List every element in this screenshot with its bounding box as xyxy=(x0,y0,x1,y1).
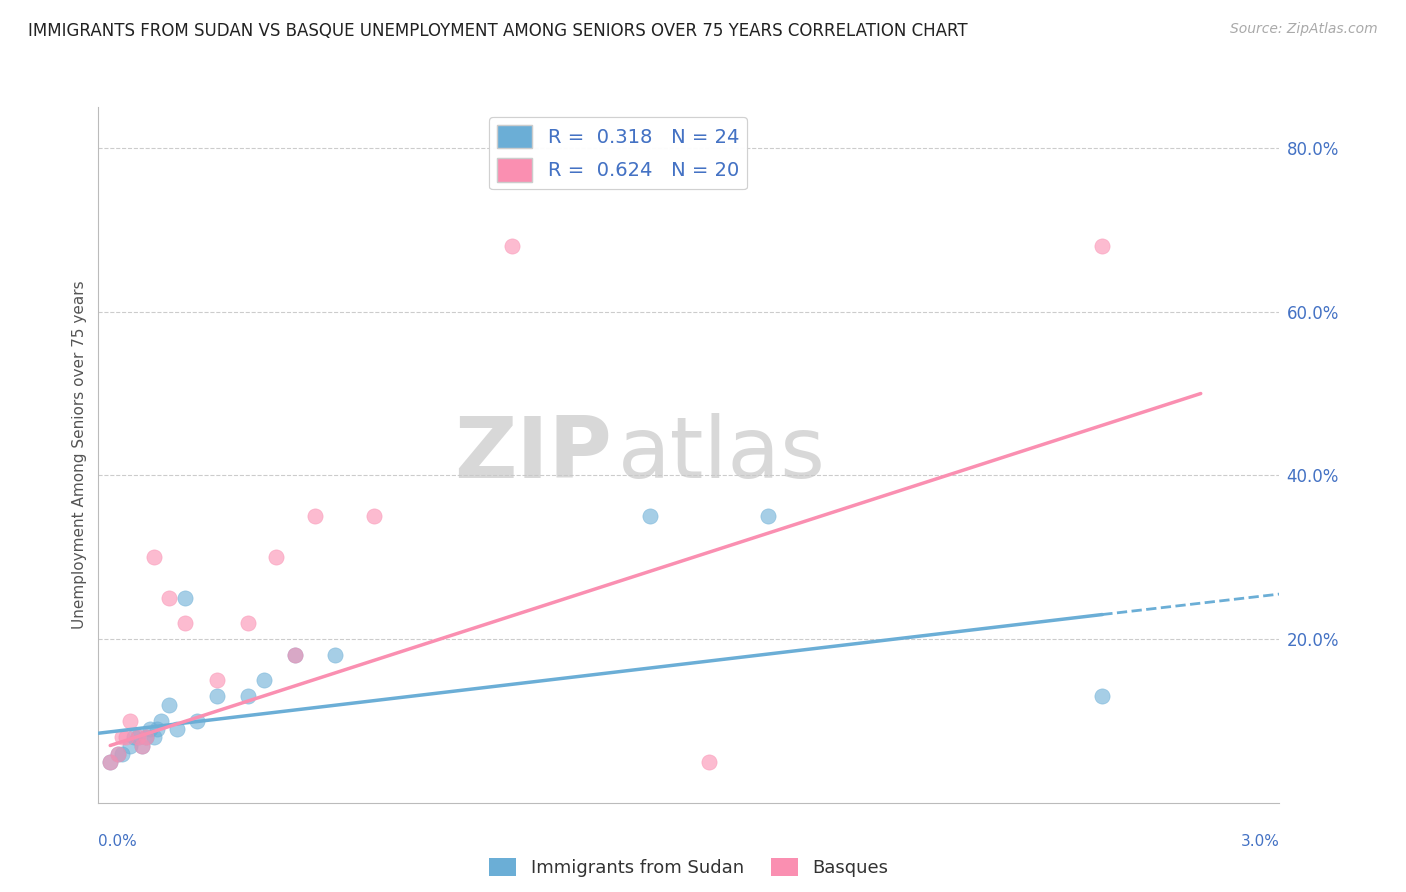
Point xyxy=(174,615,197,630)
Point xyxy=(142,731,165,745)
Point xyxy=(304,509,326,524)
Point xyxy=(127,731,149,745)
Point xyxy=(264,550,287,565)
Point xyxy=(131,739,153,753)
Point xyxy=(107,747,129,761)
Point xyxy=(127,731,149,745)
Point xyxy=(98,755,121,769)
Point xyxy=(166,722,188,736)
Point xyxy=(115,731,138,745)
Point xyxy=(131,739,153,753)
Point xyxy=(157,698,180,712)
Point xyxy=(1091,690,1114,704)
Point xyxy=(638,509,661,524)
Point xyxy=(135,731,157,745)
Point xyxy=(111,731,134,745)
Point xyxy=(284,648,307,663)
Point xyxy=(157,591,180,606)
Point xyxy=(253,673,276,687)
Point xyxy=(697,755,720,769)
Point xyxy=(146,722,169,736)
Point xyxy=(186,714,208,728)
Point xyxy=(363,509,385,524)
Point xyxy=(205,673,228,687)
Point xyxy=(236,615,259,630)
Point xyxy=(756,509,779,524)
Point xyxy=(501,239,523,253)
Point xyxy=(135,731,157,745)
Point xyxy=(138,722,160,736)
Text: Source: ZipAtlas.com: Source: ZipAtlas.com xyxy=(1230,22,1378,37)
Point xyxy=(118,714,141,728)
Y-axis label: Unemployment Among Seniors over 75 years: Unemployment Among Seniors over 75 years xyxy=(72,281,87,629)
Point xyxy=(1091,239,1114,253)
Text: ZIP: ZIP xyxy=(454,413,612,497)
Point xyxy=(236,690,259,704)
Point xyxy=(205,690,228,704)
Point xyxy=(98,755,121,769)
Point xyxy=(107,747,129,761)
Text: atlas: atlas xyxy=(619,413,827,497)
Text: 0.0%: 0.0% xyxy=(98,834,138,849)
Point xyxy=(142,550,165,565)
Text: IMMIGRANTS FROM SUDAN VS BASQUE UNEMPLOYMENT AMONG SENIORS OVER 75 YEARS CORRELA: IMMIGRANTS FROM SUDAN VS BASQUE UNEMPLOY… xyxy=(28,22,967,40)
Point xyxy=(150,714,173,728)
Point xyxy=(122,731,145,745)
Text: 3.0%: 3.0% xyxy=(1240,834,1279,849)
Point xyxy=(111,747,134,761)
Legend: R =  0.318   N = 24, R =  0.624   N = 20: R = 0.318 N = 24, R = 0.624 N = 20 xyxy=(489,117,747,189)
Point xyxy=(174,591,197,606)
Point xyxy=(323,648,346,663)
Point xyxy=(118,739,141,753)
Point xyxy=(284,648,307,663)
